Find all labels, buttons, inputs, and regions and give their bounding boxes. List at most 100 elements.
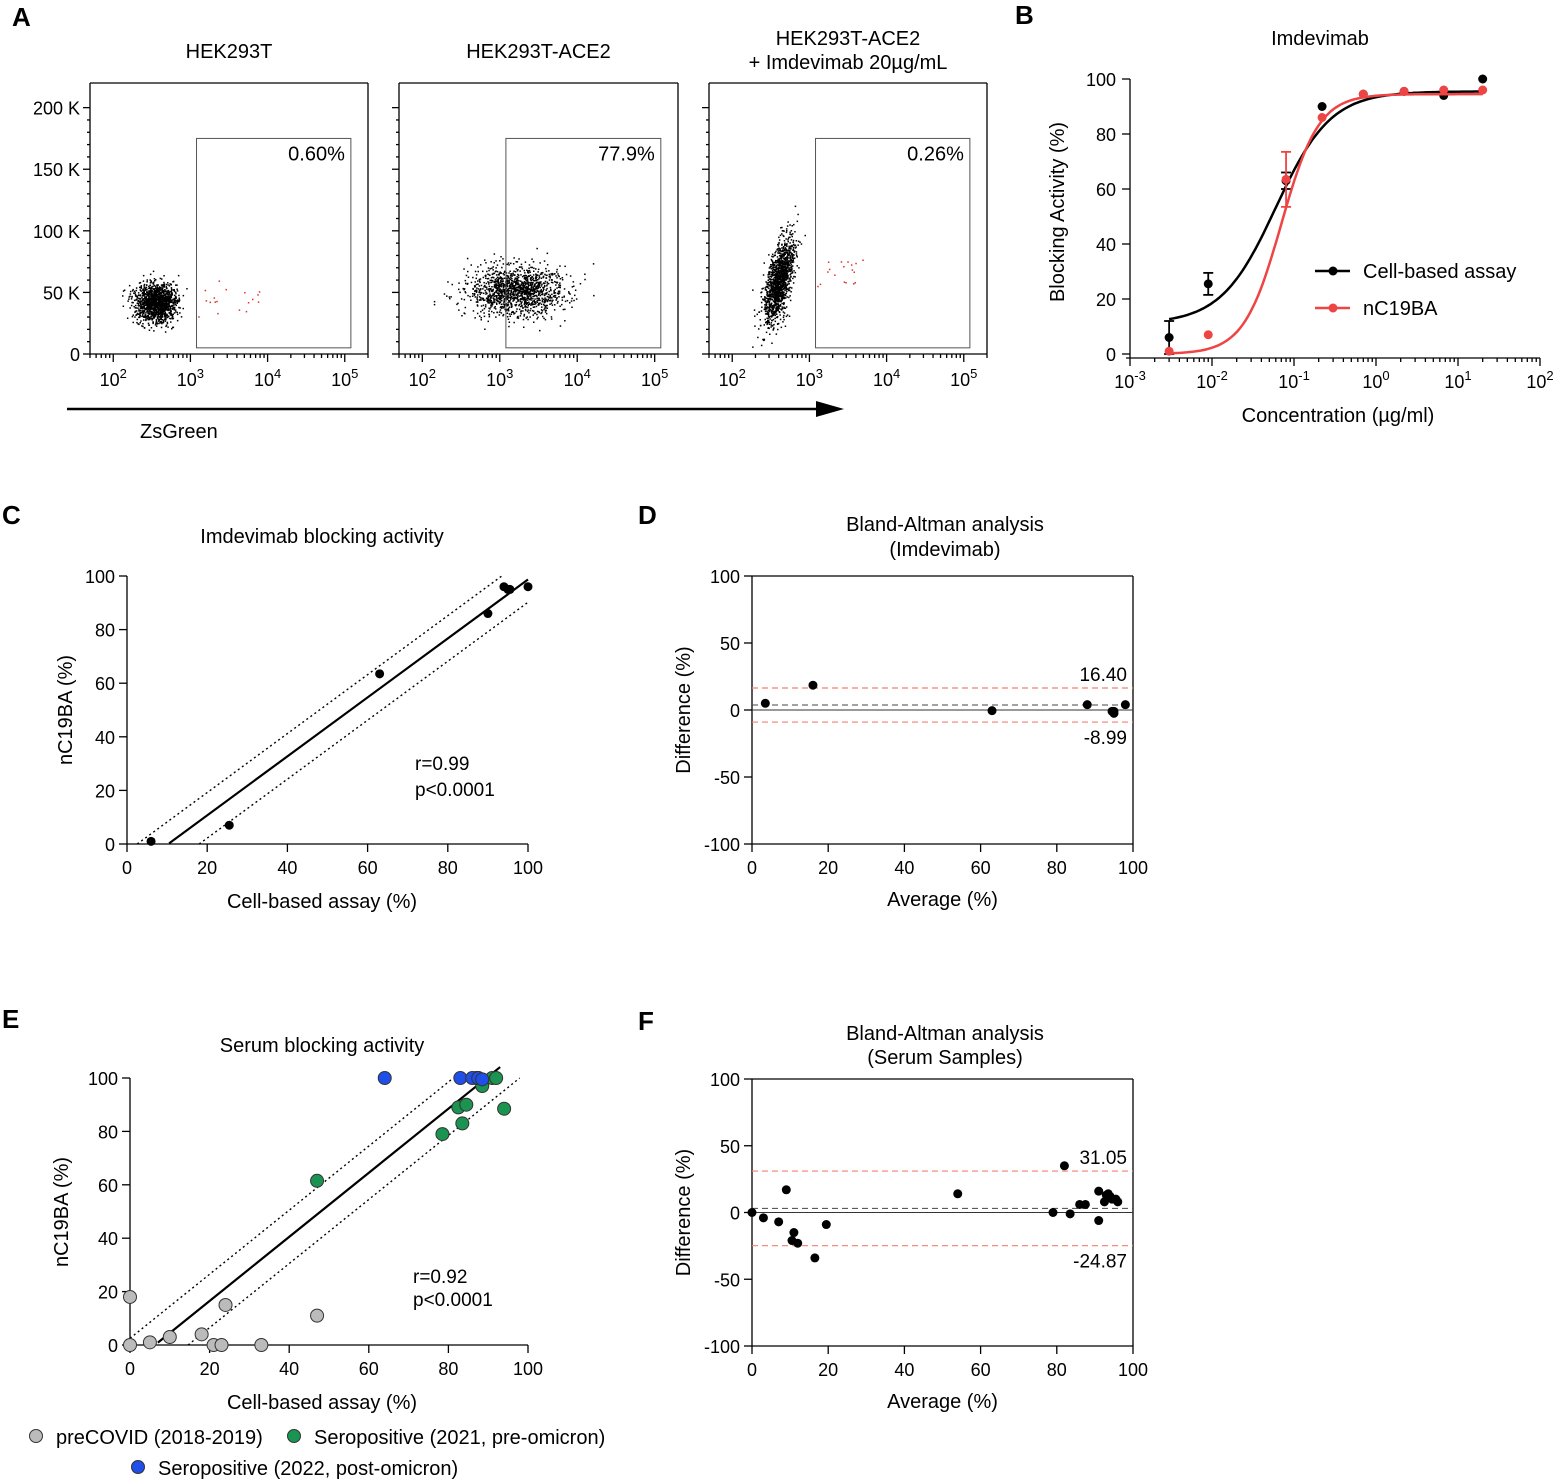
chart-f-y-tick-label: 100 bbox=[710, 1070, 740, 1090]
flow-event bbox=[139, 309, 142, 311]
flow-event bbox=[528, 264, 531, 266]
chart-e-p-value: p<0.0001 bbox=[413, 1290, 493, 1311]
flow-event bbox=[782, 230, 784, 232]
flow-event bbox=[133, 290, 136, 293]
flow-event bbox=[502, 277, 504, 280]
flow-event bbox=[527, 283, 530, 285]
flow-event bbox=[150, 316, 152, 318]
flow-event bbox=[772, 281, 774, 284]
flow-gated-event bbox=[258, 291, 261, 293]
flow-event bbox=[524, 298, 526, 300]
flow-event bbox=[771, 285, 773, 288]
flow-y-tick-label: 0 bbox=[70, 345, 80, 365]
flow-event bbox=[787, 237, 790, 240]
flow-event bbox=[511, 293, 514, 295]
flow-event bbox=[758, 311, 761, 313]
flow-event bbox=[490, 276, 493, 279]
flow-event bbox=[775, 291, 777, 293]
flow-event bbox=[497, 297, 500, 300]
flow-event bbox=[138, 310, 140, 312]
flow-event bbox=[530, 299, 532, 301]
flow-event bbox=[173, 297, 176, 300]
flow-event bbox=[768, 293, 770, 296]
flow-event bbox=[485, 286, 488, 289]
flow-event bbox=[135, 289, 138, 292]
flow-event bbox=[783, 284, 786, 286]
flow-event bbox=[510, 302, 512, 305]
flow-event bbox=[174, 301, 177, 304]
flow-event bbox=[519, 298, 522, 300]
flow-event bbox=[786, 266, 788, 269]
flow-event bbox=[788, 251, 791, 254]
flow-event bbox=[524, 282, 526, 284]
flow-event bbox=[781, 244, 783, 246]
flow-event bbox=[135, 310, 138, 312]
chart-f-point bbox=[1080, 1199, 1090, 1209]
flow-event bbox=[786, 243, 788, 245]
flow-event bbox=[771, 305, 773, 308]
flow-event bbox=[481, 297, 483, 300]
flow-event bbox=[526, 292, 528, 294]
flow-event bbox=[549, 295, 552, 298]
flow-event bbox=[161, 306, 164, 308]
flow-event bbox=[508, 325, 510, 328]
flow-event bbox=[156, 286, 159, 288]
flow-event bbox=[782, 316, 785, 319]
flow-event bbox=[485, 286, 487, 288]
flow-event bbox=[533, 267, 535, 269]
flow-event bbox=[535, 276, 538, 278]
flow-event bbox=[489, 274, 491, 277]
flow-event bbox=[776, 298, 778, 301]
flow-event bbox=[146, 315, 148, 317]
flow-events-group-1 bbox=[122, 270, 188, 333]
flow-event bbox=[779, 295, 781, 297]
flow-event bbox=[161, 313, 163, 316]
flow-event bbox=[767, 283, 770, 285]
chart-c-y-label: nC19BA (%) bbox=[55, 655, 77, 765]
flow-event bbox=[169, 293, 171, 296]
flow-event bbox=[169, 311, 171, 314]
flow-event bbox=[155, 293, 157, 296]
flow-event bbox=[548, 279, 551, 281]
flow-event bbox=[546, 307, 549, 309]
flow-event bbox=[136, 312, 139, 315]
flow-event bbox=[765, 297, 767, 299]
panel-label-a: A bbox=[12, 2, 31, 32]
flow-event bbox=[169, 296, 172, 299]
flow-event bbox=[548, 273, 551, 276]
flow-event bbox=[776, 287, 779, 290]
flow-event bbox=[161, 298, 164, 300]
flow-event bbox=[178, 306, 180, 309]
flow-event bbox=[508, 279, 510, 282]
flow-event bbox=[770, 326, 772, 328]
flow-event bbox=[161, 290, 164, 292]
flow-event bbox=[508, 264, 510, 266]
flow-event bbox=[495, 296, 498, 298]
flow-event bbox=[794, 250, 796, 252]
flow-event bbox=[164, 299, 167, 301]
flow-event bbox=[775, 302, 778, 305]
flow-event bbox=[525, 285, 528, 288]
flow-event bbox=[790, 291, 792, 293]
flow-event bbox=[777, 301, 779, 303]
flow-event bbox=[487, 302, 489, 304]
flow-event bbox=[520, 302, 523, 304]
flow-event bbox=[781, 259, 783, 262]
flow-event bbox=[489, 308, 491, 310]
flow-event bbox=[778, 247, 780, 249]
flow-event bbox=[164, 308, 166, 311]
flow-event bbox=[769, 278, 771, 280]
flow-event bbox=[543, 260, 546, 262]
flow-event bbox=[177, 299, 180, 302]
flow-event bbox=[782, 284, 784, 286]
flow-event bbox=[149, 297, 152, 299]
flow-event bbox=[161, 313, 164, 315]
flow-event bbox=[547, 296, 550, 298]
flow-event bbox=[141, 315, 143, 318]
flow-event bbox=[777, 285, 780, 288]
flow-event bbox=[782, 257, 784, 259]
flow-event bbox=[483, 307, 486, 310]
flow-event bbox=[770, 324, 773, 326]
flow-event bbox=[145, 316, 148, 318]
flow-event bbox=[488, 307, 490, 309]
